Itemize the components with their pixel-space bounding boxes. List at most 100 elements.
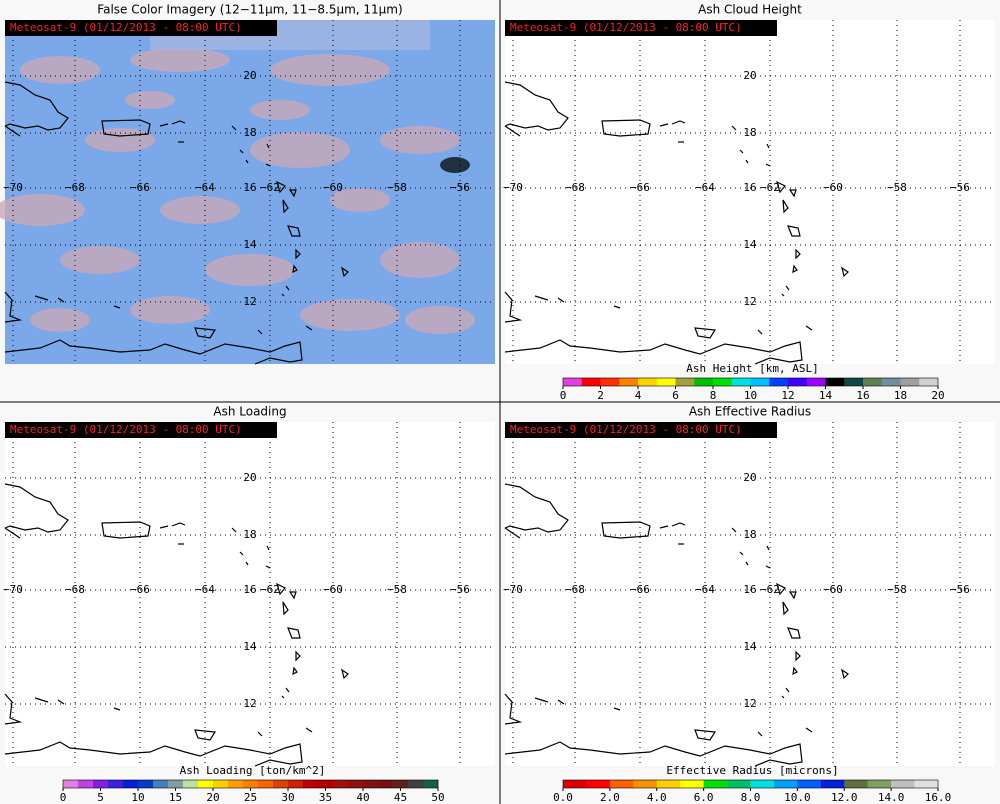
colorbar-tick-label: 12.0: [831, 791, 858, 804]
cloud: [380, 126, 460, 154]
colorbar-swatch: [93, 780, 109, 788]
latitude-label: 20: [243, 471, 256, 484]
latitude-label: 16: [743, 583, 756, 596]
timestamp-box: [505, 422, 777, 438]
longitude-label: −56: [450, 181, 470, 194]
longitude-label: −58: [887, 583, 907, 596]
cloud: [60, 246, 140, 274]
cloud: [0, 194, 85, 226]
colorbar-swatch: [727, 780, 751, 788]
colorbar-tick-label: 8: [710, 389, 717, 402]
colorbar-label: Ash Loading [ton/km^2]: [180, 764, 326, 777]
colorbar-tick-label: 4.0: [647, 791, 667, 804]
longitude-label: −68: [65, 583, 85, 596]
colorbar-swatch: [318, 780, 334, 788]
colorbar-swatch: [797, 780, 822, 788]
colorbar-label: Ash Height [km, ASL]: [686, 362, 818, 375]
colorbar-tick-label: 10: [131, 791, 144, 804]
colorbar-tick-label: 35: [319, 791, 332, 804]
colorbar-swatch: [378, 780, 394, 788]
longitude-label: −64: [195, 583, 215, 596]
panel-title: Ash Cloud Height: [698, 3, 802, 17]
colorbar-label: Effective Radius [microns]: [666, 764, 838, 777]
colorbar-swatch: [288, 780, 304, 788]
map-area: [505, 422, 995, 766]
colorbar-swatch: [333, 780, 349, 788]
longitude-label: −60: [823, 181, 843, 194]
longitude-label: −70: [3, 181, 23, 194]
cloud: [125, 91, 175, 109]
colorbar-tick-label: 12: [781, 389, 794, 402]
colorbar-tick-label: 6: [672, 389, 679, 402]
cloud: [330, 188, 390, 212]
panel: False Color Imagery (12−11µm, 11−8.5µm, …: [0, 3, 495, 365]
colorbar-tick-label: 14: [819, 389, 833, 402]
colorbar-swatch: [773, 780, 798, 788]
longitude-label: −64: [695, 583, 715, 596]
colorbar-swatch: [581, 378, 601, 386]
latitude-label: 16: [243, 181, 256, 194]
colorbar-swatch: [78, 780, 94, 788]
cloud: [160, 196, 240, 224]
colorbar-swatch: [168, 780, 184, 788]
colorbar-swatch: [363, 780, 379, 788]
colorbar-swatch: [228, 780, 244, 788]
colorbar-tick-label: 50: [431, 791, 444, 804]
latitude-label: 20: [743, 471, 756, 484]
colorbar-swatch: [769, 378, 789, 386]
colorbar-swatch: [750, 780, 775, 788]
colorbar-swatch: [731, 378, 751, 386]
colorbar-swatch: [348, 780, 364, 788]
colorbar-swatch: [825, 378, 845, 386]
longitude-label: −66: [630, 583, 650, 596]
longitude-label: −66: [130, 583, 150, 596]
colorbar-swatch: [183, 780, 199, 788]
longitude-label: −56: [950, 181, 970, 194]
colorbar-tick-label: 6.0: [694, 791, 714, 804]
panel-title: Ash Loading: [213, 405, 286, 419]
colorbar-swatch: [563, 378, 583, 386]
timestamp-box: [5, 20, 277, 36]
colorbar-swatch: [703, 780, 728, 788]
latitude-label: 20: [243, 69, 256, 82]
colorbar-tick-label: 25: [244, 791, 257, 804]
longitude-label: −68: [65, 181, 85, 194]
colorbar-swatch: [198, 780, 214, 788]
latitude-label: 12: [243, 295, 256, 308]
colorbar-tick-label: 20: [931, 389, 944, 402]
colorbar-tick-label: 45: [394, 791, 407, 804]
colorbar-swatch: [393, 780, 409, 788]
colorbar-swatch: [258, 780, 274, 788]
panel: Ash Effective Radius Meteosat-9 (01/12/20…: [503, 405, 995, 804]
latitude-label: 18: [743, 528, 756, 541]
cloud: [130, 48, 230, 72]
colorbar-swatch: [680, 780, 704, 788]
latitude-label: 20: [743, 69, 756, 82]
cloud: [380, 242, 460, 278]
latitude-label: 16: [243, 583, 256, 596]
longitude-label: −58: [387, 583, 407, 596]
cloud: [250, 132, 350, 168]
latitude-label: 18: [243, 126, 256, 139]
colorbar-tick-label: 10: [744, 389, 757, 402]
colorbar-tick-label: 8.0: [741, 791, 761, 804]
colorbar-tick-label: 15: [169, 791, 182, 804]
colorbar-swatch: [914, 780, 939, 788]
colorbar-swatch: [609, 780, 634, 788]
colorbar-tick-label: 30: [281, 791, 294, 804]
timestamp: Meteosat-9 (01/12/2013 - 08:00 UTC): [10, 21, 242, 34]
timestamp-box: [505, 20, 777, 36]
colorbar-swatch: [844, 378, 864, 386]
colorbar-tick-label: 20: [206, 791, 219, 804]
colorbar-tick-label: 0: [60, 791, 67, 804]
colorbar-tick-label: 4: [635, 389, 642, 402]
longitude-label: −60: [323, 583, 343, 596]
colorbar-tick-label: 14.0: [878, 791, 905, 804]
colorbar-swatch: [820, 780, 845, 788]
timestamp: Meteosat-9 (01/12/2013 - 08:00 UTC): [510, 21, 742, 34]
colorbar-swatch: [619, 378, 639, 386]
colorbar-swatch: [633, 780, 658, 788]
colorbar-tick-label: 0: [560, 389, 567, 402]
panel: Ash Cloud Height Meteosat-9 (01/12/2013 -…: [503, 3, 995, 402]
map-area: [5, 422, 495, 766]
